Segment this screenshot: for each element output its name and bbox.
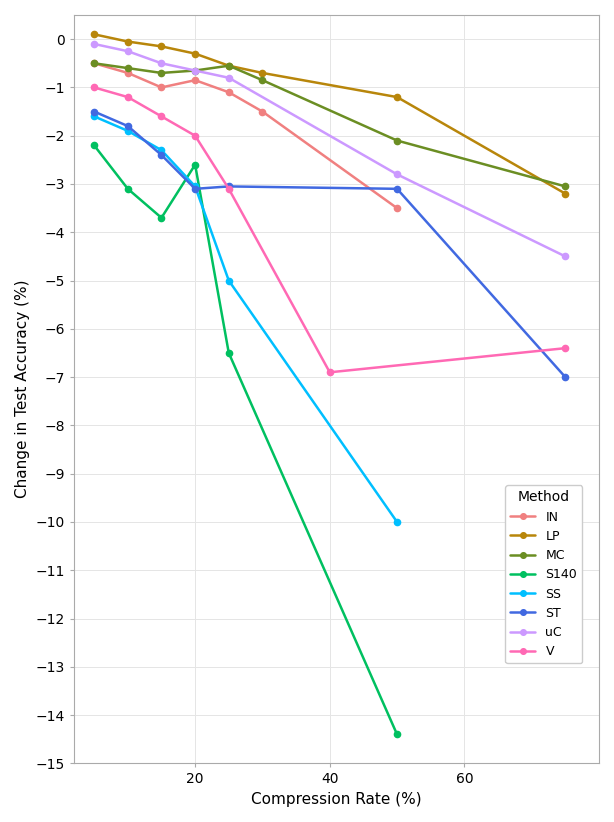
- ST: [90, 107, 98, 117]
- LP: [225, 61, 233, 71]
- MC: [258, 76, 266, 85]
- Line: V: V: [91, 85, 569, 376]
- IN: [90, 58, 98, 68]
- S140: [90, 141, 98, 150]
- MC: [90, 58, 98, 68]
- V: [326, 367, 333, 377]
- MC: [225, 61, 233, 71]
- Line: ST: ST: [91, 109, 569, 381]
- IN: [394, 203, 401, 213]
- Line: LP: LP: [91, 31, 569, 196]
- V: [225, 184, 233, 194]
- V: [562, 344, 569, 353]
- S140: [158, 213, 165, 223]
- IN: [225, 87, 233, 97]
- SS: [124, 126, 131, 136]
- MC: [124, 63, 131, 73]
- LP: [124, 37, 131, 47]
- IN: [258, 107, 266, 117]
- V: [158, 112, 165, 122]
- Y-axis label: Change in Test Accuracy (%): Change in Test Accuracy (%): [15, 280, 30, 498]
- Line: SS: SS: [91, 113, 400, 525]
- uC: [90, 39, 98, 48]
- uC: [225, 73, 233, 83]
- LP: [394, 92, 401, 102]
- Line: uC: uC: [91, 41, 569, 260]
- uC: [124, 46, 131, 56]
- X-axis label: Compression Rate (%): Compression Rate (%): [251, 792, 422, 807]
- V: [192, 131, 199, 141]
- Line: IN: IN: [91, 60, 400, 211]
- MC: [158, 68, 165, 78]
- LP: [90, 30, 98, 39]
- IN: [192, 76, 199, 85]
- SS: [225, 275, 233, 285]
- IN: [158, 82, 165, 92]
- ST: [158, 150, 165, 160]
- SS: [90, 112, 98, 122]
- MC: [394, 136, 401, 145]
- S140: [394, 729, 401, 739]
- Line: S140: S140: [91, 142, 400, 737]
- SS: [192, 182, 199, 192]
- ST: [124, 121, 131, 131]
- MC: [192, 66, 199, 76]
- LP: [258, 68, 266, 78]
- SS: [158, 145, 165, 155]
- uC: [192, 66, 199, 76]
- S140: [124, 184, 131, 194]
- uC: [158, 58, 165, 68]
- uC: [562, 252, 569, 261]
- ST: [225, 182, 233, 192]
- SS: [394, 517, 401, 527]
- ST: [394, 184, 401, 194]
- LP: [192, 48, 199, 58]
- IN: [124, 68, 131, 78]
- MC: [562, 182, 569, 192]
- ST: [562, 372, 569, 382]
- S140: [225, 348, 233, 358]
- Line: MC: MC: [91, 60, 569, 190]
- Legend: IN, LP, MC, S140, SS, ST, uC, V: IN, LP, MC, S140, SS, ST, uC, V: [505, 485, 582, 663]
- uC: [394, 169, 401, 179]
- V: [90, 82, 98, 92]
- LP: [158, 41, 165, 51]
- S140: [192, 159, 199, 169]
- ST: [192, 184, 199, 194]
- LP: [562, 189, 569, 199]
- V: [124, 92, 131, 102]
